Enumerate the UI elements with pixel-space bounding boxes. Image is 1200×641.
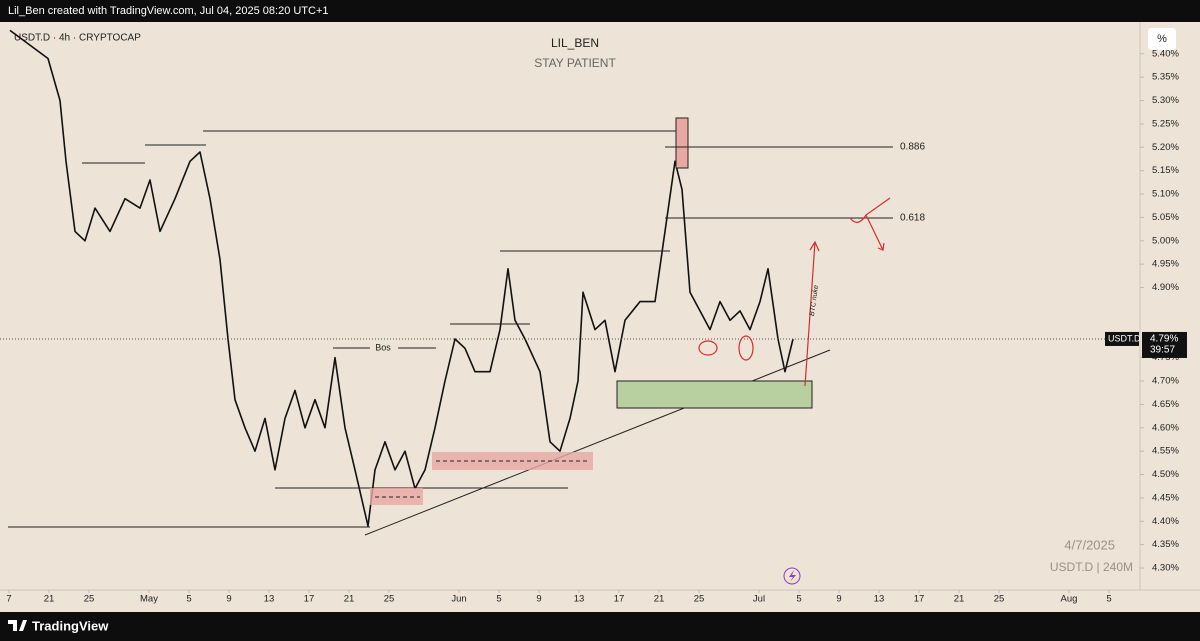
x-tick-label: 17 — [914, 594, 925, 605]
chart-title: LIL_BEN — [551, 36, 599, 50]
fib-label: 0.886 — [900, 142, 925, 153]
lightning-icon[interactable] — [783, 567, 801, 585]
x-tick-label: 25 — [84, 594, 95, 605]
price-line — [9, 29, 794, 527]
y-tick-label: 4.60% — [1152, 422, 1179, 433]
watermark-date: 4/7/2025 — [1064, 537, 1115, 552]
scribble — [849, 197, 891, 251]
x-tick-label: 21 — [654, 594, 665, 605]
x-tick-label: 25 — [994, 594, 1005, 605]
brand-name: TradingView — [32, 618, 109, 633]
x-tick-label: 9 — [836, 594, 841, 605]
supply-box — [675, 117, 689, 169]
x-tick-label: 25 — [384, 594, 395, 605]
price-tag — [1142, 331, 1187, 358]
y-tick-label: 5.05% — [1152, 212, 1179, 223]
arrow — [804, 240, 820, 387]
x-tick-label: 13 — [874, 594, 885, 605]
x-tick-label: 21 — [954, 594, 965, 605]
x-tick-label: 7 — [6, 594, 11, 605]
demand-box — [616, 380, 813, 409]
x-tick-label: 9 — [226, 594, 231, 605]
red-scribbles — [698, 197, 891, 387]
y-tick-label: 5.20% — [1152, 142, 1179, 153]
unit-button[interactable] — [1148, 28, 1176, 50]
x-tick-label: 9 — [536, 594, 541, 605]
y-tick-label: 4.70% — [1152, 376, 1179, 387]
x-tick-label: 17 — [614, 594, 625, 605]
y-tick-label: 5.25% — [1152, 118, 1179, 129]
y-tick-label: 5.35% — [1152, 72, 1179, 83]
symbol-legend: USDT.D · 4h · CRYPTOCAP — [14, 33, 141, 44]
drawings — [8, 117, 893, 536]
symbol-tag-label: USDT.D — [1108, 333, 1141, 343]
footer-bar — [0, 612, 1200, 641]
y-tick-label: 4.95% — [1152, 259, 1179, 270]
x-tick-label: Aug — [1061, 594, 1078, 605]
x-tick-label: Jul — [753, 594, 765, 605]
y-tick-label: 4.30% — [1152, 563, 1179, 574]
x-tick-label: 25 — [694, 594, 705, 605]
x-tick-label: 5 — [186, 594, 191, 605]
x-tick-label: 21 — [344, 594, 355, 605]
x-tick-label: 13 — [264, 594, 275, 605]
countdown-label: 39:57 — [1150, 345, 1175, 356]
chart-background — [0, 22, 1200, 612]
bos-label: Bos — [375, 342, 391, 352]
circle-mark — [738, 335, 754, 361]
fib-label: 0.618 — [900, 213, 925, 224]
x-tick-label: 5 — [1106, 594, 1111, 605]
y-tick-label: 5.15% — [1152, 165, 1179, 176]
x-tick-label: May — [140, 594, 158, 605]
x-tick-label: 21 — [44, 594, 55, 605]
y-tick-label: 4.55% — [1152, 446, 1179, 457]
y-tick-label: 4.50% — [1152, 469, 1179, 480]
watermark-symbol: USDT.D | 240M — [1050, 560, 1133, 574]
y-tick-label: 5.40% — [1152, 48, 1179, 59]
x-tick-label: Jun — [451, 594, 466, 605]
btc-label: BTC nuke — [809, 285, 820, 317]
symbol-tag — [1105, 331, 1139, 346]
y-tick-label: 4.40% — [1152, 516, 1179, 527]
chart-subtitle: STAY PATIENT — [534, 56, 616, 70]
lightning-bolt[interactable] — [789, 570, 796, 582]
price-tag-label: 4.79% — [1150, 334, 1178, 345]
unit-button-label[interactable]: % — [1157, 33, 1167, 45]
supply-box — [432, 452, 593, 470]
y-tick-label: 5.10% — [1152, 189, 1179, 200]
y-tick-label: 5.00% — [1152, 235, 1179, 246]
y-tick-label: 4.45% — [1152, 492, 1179, 503]
brand-logo — [8, 620, 27, 631]
y-tick-label: 5.30% — [1152, 95, 1179, 106]
x-tick-label: 5 — [796, 594, 801, 605]
x-tick-label: 17 — [304, 594, 315, 605]
x-tick-label: 5 — [496, 594, 501, 605]
circle-mark — [698, 340, 718, 356]
x-tick-label: 13 — [574, 594, 585, 605]
header-text: Lil_Ben created with TradingView.com, Ju… — [8, 5, 329, 17]
y-tick-label: 4.65% — [1152, 399, 1179, 410]
y-tick-label: 4.90% — [1152, 282, 1179, 293]
y-tick-label: 4.35% — [1152, 539, 1179, 550]
